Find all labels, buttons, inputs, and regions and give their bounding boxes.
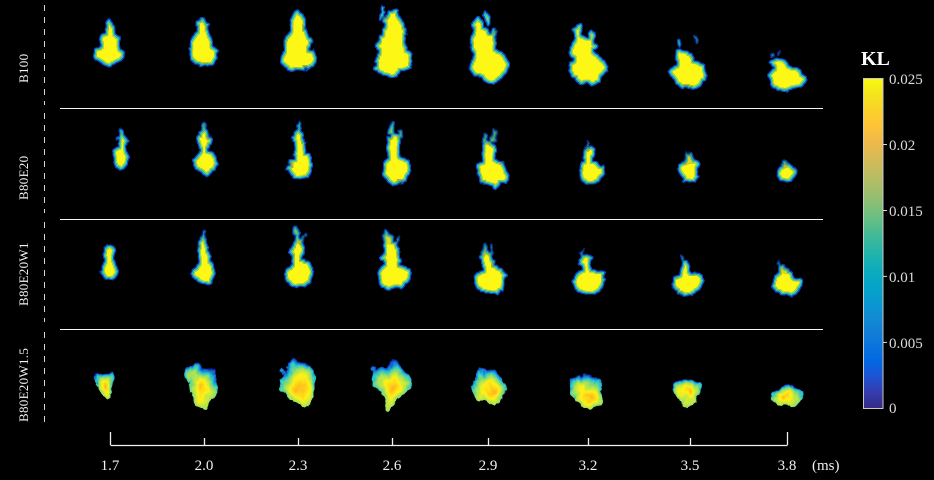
- svg-text:0: 0: [889, 401, 897, 417]
- svg-text:0.015: 0.015: [889, 204, 923, 220]
- svg-text:3.5: 3.5: [681, 458, 700, 474]
- svg-text:0.02: 0.02: [889, 138, 915, 154]
- svg-text:3.8: 3.8: [778, 458, 797, 474]
- svg-text:(ms): (ms): [812, 458, 840, 474]
- svg-text:2.0: 2.0: [195, 458, 214, 474]
- svg-text:0.005: 0.005: [889, 336, 923, 352]
- svg-text:0.01: 0.01: [889, 270, 915, 286]
- svg-text:2.6: 2.6: [383, 458, 402, 474]
- svg-text:KL: KL: [861, 48, 890, 70]
- svg-text:1.7: 1.7: [101, 458, 120, 474]
- svg-text:0.025: 0.025: [889, 72, 923, 88]
- svg-text:2.3: 2.3: [289, 458, 308, 474]
- svg-text:3.2: 3.2: [579, 458, 598, 474]
- svg-text:2.9: 2.9: [479, 458, 498, 474]
